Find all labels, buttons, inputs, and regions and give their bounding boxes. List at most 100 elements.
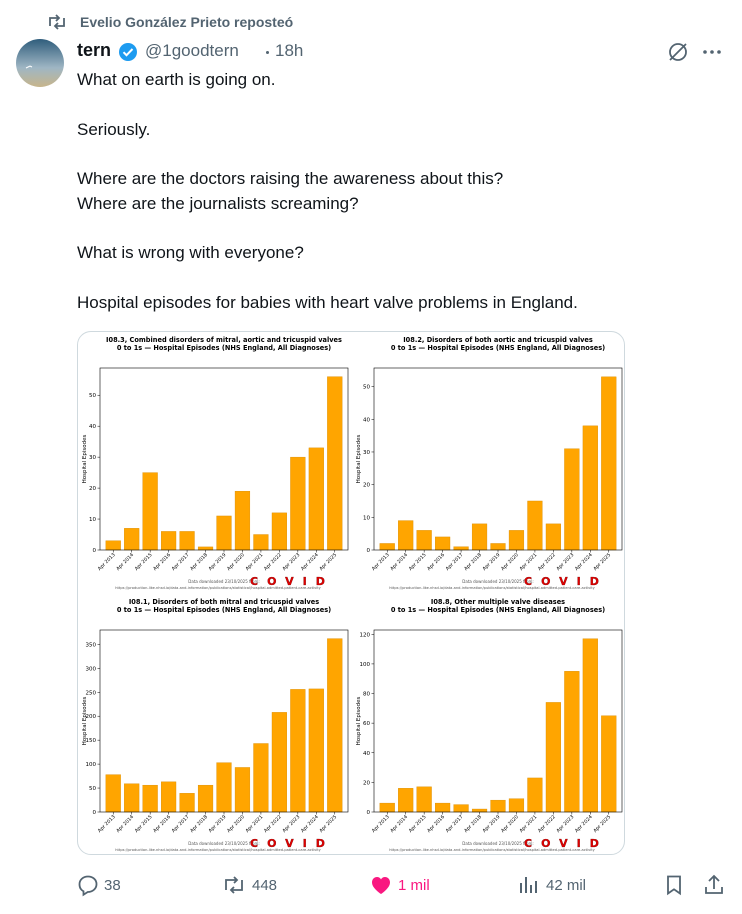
chart-subtitle: 0 to 1s — Hospital Episodes (NHS England… [117, 606, 331, 614]
x-tick-label: Apr 2014 [115, 814, 135, 834]
views-icon[interactable] [517, 873, 541, 897]
x-tick-label: Apr 2024 [300, 814, 320, 834]
y-tick-label: 20 [363, 483, 370, 489]
text-line: Seriously. [77, 119, 151, 139]
paragraph: Seriously. [77, 118, 578, 143]
y-tick-label: 30 [89, 455, 96, 461]
avatar[interactable] [16, 39, 64, 87]
x-tick-label: Apr 2020 [226, 814, 246, 834]
like-count: 1 mil [398, 877, 430, 894]
x-tick-label: Apr 2025 [592, 552, 612, 572]
bar [545, 523, 561, 551]
paragraph: Where are the doctors raising the awaren… [77, 167, 578, 216]
bar [179, 531, 195, 551]
x-tick-label: Apr 2020 [500, 552, 520, 572]
bar [308, 447, 324, 551]
x-tick-label: Apr 2016 [426, 552, 446, 572]
verified-badge [119, 43, 137, 61]
chart-subtitle: 0 to 1s — Hospital Episodes (NHS England… [391, 606, 605, 614]
y-tick-label: 40 [363, 751, 370, 757]
y-tick-label: 0 [93, 548, 97, 554]
text-line: What on earth is going on. [77, 70, 276, 89]
bar [490, 799, 506, 813]
grok-icon[interactable] [666, 40, 690, 64]
y-tick-label: 100 [360, 662, 371, 668]
repost-button[interactable] [221, 873, 247, 897]
y-tick-label: 0 [367, 810, 371, 816]
source-note: Data downloaded 23/10/2025 from: [462, 841, 533, 846]
reply-icon[interactable] [76, 873, 100, 897]
covid-annotation: COVID [524, 575, 608, 588]
bookmark-icon[interactable] [662, 873, 686, 897]
post-image[interactable]: I08.3, Combined disorders of mitral, aor… [77, 331, 625, 855]
plot-frame [99, 629, 349, 813]
y-axis-label: Hospital Episodes [356, 697, 362, 746]
text-line: Hospital episodes for babies with heart … [77, 292, 578, 312]
bar [234, 490, 251, 551]
reply-count: 38 [104, 877, 121, 894]
repost-label: Evelio González Prieto reposteó [80, 14, 294, 30]
bar [271, 712, 287, 813]
x-tick-label: Apr 2025 [318, 814, 338, 834]
bar [435, 802, 451, 813]
bar [379, 543, 395, 551]
bar [453, 546, 469, 551]
plot-frame [373, 629, 623, 813]
x-tick-label: Apr 2017 [171, 814, 191, 834]
x-tick-label: Apr 2023 [281, 552, 301, 572]
bar [379, 802, 395, 813]
x-tick-label: Apr 2022 [263, 552, 283, 572]
share-icon[interactable] [702, 873, 726, 897]
x-tick-label: Apr 2015 [134, 552, 154, 572]
x-tick-label: Apr 2018 [189, 814, 209, 834]
bar [564, 671, 580, 813]
x-tick-label: Apr 2023 [555, 552, 575, 572]
y-tick-label: 200 [86, 714, 97, 720]
author-name[interactable]: tern [77, 40, 112, 60]
bar [527, 777, 543, 813]
x-tick-label: Apr 2025 [592, 814, 612, 834]
bar [435, 536, 451, 551]
bar [105, 774, 121, 813]
x-tick-label: Apr 2025 [318, 552, 338, 572]
bar [508, 798, 525, 813]
x-tick-label: Apr 2017 [445, 814, 465, 834]
repost-icon [49, 14, 65, 30]
y-tick-label: 10 [363, 515, 370, 521]
x-tick-label: Apr 2014 [389, 552, 409, 572]
x-tick-label: Apr 2015 [408, 552, 428, 572]
x-tick-label: Apr 2021 [245, 814, 265, 834]
source-url: https://production-like.nhsd.io/data-and… [389, 848, 595, 852]
bar [490, 543, 506, 551]
bar [197, 784, 214, 813]
x-tick-label: Apr 2024 [574, 814, 594, 834]
author-handle[interactable]: @1goodtern [145, 41, 239, 60]
bar [161, 531, 177, 551]
x-tick-label: Apr 2021 [519, 552, 539, 572]
like-icon[interactable] [369, 873, 393, 897]
repost-count: 448 [252, 877, 278, 894]
bar [545, 702, 561, 813]
y-tick-label: 250 [86, 690, 97, 696]
bar [564, 448, 580, 551]
y-tick-label: 0 [367, 548, 371, 554]
covid-annotation: COVID [250, 575, 334, 588]
bar [582, 638, 598, 813]
bar [179, 793, 195, 813]
more-icon[interactable] [700, 40, 724, 64]
text-line: Where are the journalists screaming? [77, 193, 359, 213]
x-tick-label: Apr 2016 [152, 552, 172, 572]
bar [327, 376, 343, 551]
y-axis-label: Hospital Episodes [82, 697, 88, 746]
tweet-text: What on earth is going on. Seriously. Wher… [77, 68, 578, 340]
bar [105, 540, 121, 551]
covid-annotation: COVID [524, 837, 608, 850]
post-time[interactable]: 18h [275, 41, 304, 60]
bar [471, 523, 488, 551]
bar [216, 762, 232, 813]
plot-frame [373, 367, 623, 551]
bar [327, 638, 343, 813]
plot-frame [99, 367, 349, 551]
y-tick-label: 60 [363, 721, 370, 727]
